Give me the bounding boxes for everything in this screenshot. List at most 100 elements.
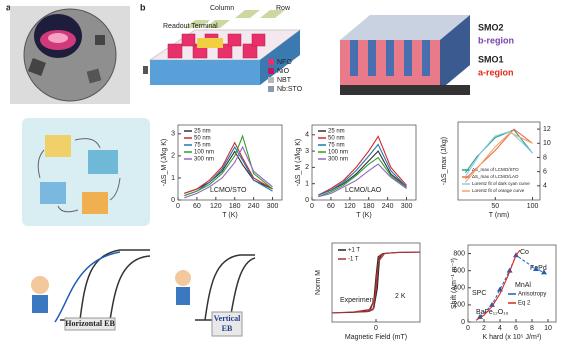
y2-tick-label: 6: [543, 168, 547, 175]
legend-label: 50 nm: [328, 136, 345, 142]
caption: Horizontal EB: [65, 319, 115, 328]
terminal-label: Readout Terminal: [163, 23, 218, 30]
legend-label: Anisotropy: [518, 292, 546, 298]
y2-tick-label: 10: [543, 140, 551, 147]
x-tick-label: 50: [491, 203, 499, 210]
legend-label: 25 nm: [194, 129, 211, 135]
y-axis-label: -ΔS_M (J/kg K): [295, 139, 302, 186]
y-tick-label: 0: [305, 197, 309, 204]
x-axis-label: T (K): [356, 212, 371, 219]
y-tick-label: 0: [171, 197, 175, 204]
electrode: [197, 38, 223, 48]
plot-frame: [457, 121, 541, 201]
x-tick-label: 120: [344, 203, 356, 210]
y-tick-label: 2: [305, 164, 309, 171]
legend-swatch: [268, 59, 274, 65]
x-tick-label: 240: [248, 203, 260, 210]
x-tick-label: 2: [482, 325, 486, 332]
row-label: Row: [276, 5, 291, 12]
pillars: [167, 33, 266, 59]
state-box: [82, 192, 108, 214]
series-line: [318, 156, 407, 198]
legend-label: NFO: [277, 59, 292, 66]
region-label: b-region: [478, 35, 514, 45]
legend-label: Nb:STO: [277, 86, 303, 93]
legend-label: Eq 2: [518, 301, 531, 307]
legend-label: Lorentz fit of orange curve: [472, 188, 525, 193]
crystal: [86, 68, 102, 84]
x-axis-label: T (nm): [489, 212, 509, 219]
annotation: Experiment: [340, 297, 375, 304]
legend-label: NBT: [277, 77, 292, 84]
marker: [533, 265, 539, 271]
y-tick-label: 400: [453, 285, 465, 292]
x-tick-label: 60: [193, 203, 201, 210]
annotation: MnAl: [515, 282, 531, 289]
legend-label: 75 nm: [328, 143, 345, 149]
state-box: [88, 150, 118, 174]
person: [32, 295, 48, 313]
y-tick-label: 1: [171, 175, 175, 182]
legend-label: +1 T: [348, 248, 360, 254]
annotation: SPC: [472, 290, 486, 297]
person: [31, 276, 49, 294]
column-label: Column: [210, 5, 234, 12]
state-box: [40, 182, 66, 204]
legend-label: 100 nm: [328, 150, 348, 156]
x-tick-label: 240: [382, 203, 394, 210]
arrows: [37, 138, 121, 213]
annotation: LCMO/LAO: [345, 187, 382, 194]
x-tick-label: 300: [267, 203, 279, 210]
panel-label: a: [6, 2, 12, 12]
x-tick-label: 300: [401, 203, 413, 210]
annotation: FePd: [530, 265, 547, 272]
y-axis-label: -ΔS_max (J/kg): [441, 137, 448, 185]
y-tick-label: 3: [305, 148, 309, 155]
marker: [506, 267, 513, 273]
y-tick-label: 1: [305, 181, 309, 188]
legend-label: 100 nm: [194, 150, 214, 156]
series-line: [465, 131, 533, 183]
legend-label: Lorentz fit of dark cyan curve: [472, 181, 530, 186]
x-axis-label: T (K): [222, 212, 237, 219]
inset-blob: [48, 33, 68, 43]
x-axis-label: K hard (x 10⁵ J/m³): [483, 334, 542, 341]
y2-tick-label: 8: [543, 154, 547, 161]
x-tick-label: 100: [527, 203, 539, 210]
y-axis-label: -ΔS_M (J/kg K): [161, 139, 168, 186]
legend-label: ΔS_max of LCMO/LAO: [472, 174, 519, 179]
x-tick-label: 120: [210, 203, 222, 210]
layer-label: SMO1: [478, 54, 504, 64]
block-top: [340, 15, 470, 40]
x-tick-label: 10: [544, 325, 552, 332]
annotation: Co: [520, 249, 529, 256]
x-tick-label: 180: [229, 203, 241, 210]
annotation: LCMO/STO: [210, 187, 247, 194]
legend-swatch: [268, 77, 274, 83]
series-line: [475, 249, 521, 321]
series-line: [184, 145, 273, 199]
x-tick-label: 4: [498, 325, 502, 332]
y-tick-label: 200: [453, 302, 465, 309]
caption: EB: [222, 324, 233, 333]
legend-swatch: [268, 68, 274, 74]
person: [175, 270, 191, 286]
legend-label: -1 T: [348, 257, 359, 263]
y-axis-label: Shift (Am⁻¹ m⁻³): [451, 258, 458, 309]
series-line: [184, 141, 273, 194]
label-box: [211, 311, 243, 337]
series-line: [465, 128, 533, 180]
columns: [350, 40, 430, 76]
plot-frame: [177, 124, 283, 201]
x-tick-label: 0: [466, 325, 470, 332]
crystal: [28, 58, 46, 76]
y-tick-label: 4: [305, 132, 309, 139]
plot-frame: [311, 124, 417, 201]
series-line: [318, 143, 407, 196]
legend-label: 25 nm: [328, 129, 345, 135]
label-box: [64, 317, 116, 331]
series-line: [318, 135, 407, 196]
marker: [541, 269, 547, 275]
layer-label: SMO2: [478, 22, 504, 32]
